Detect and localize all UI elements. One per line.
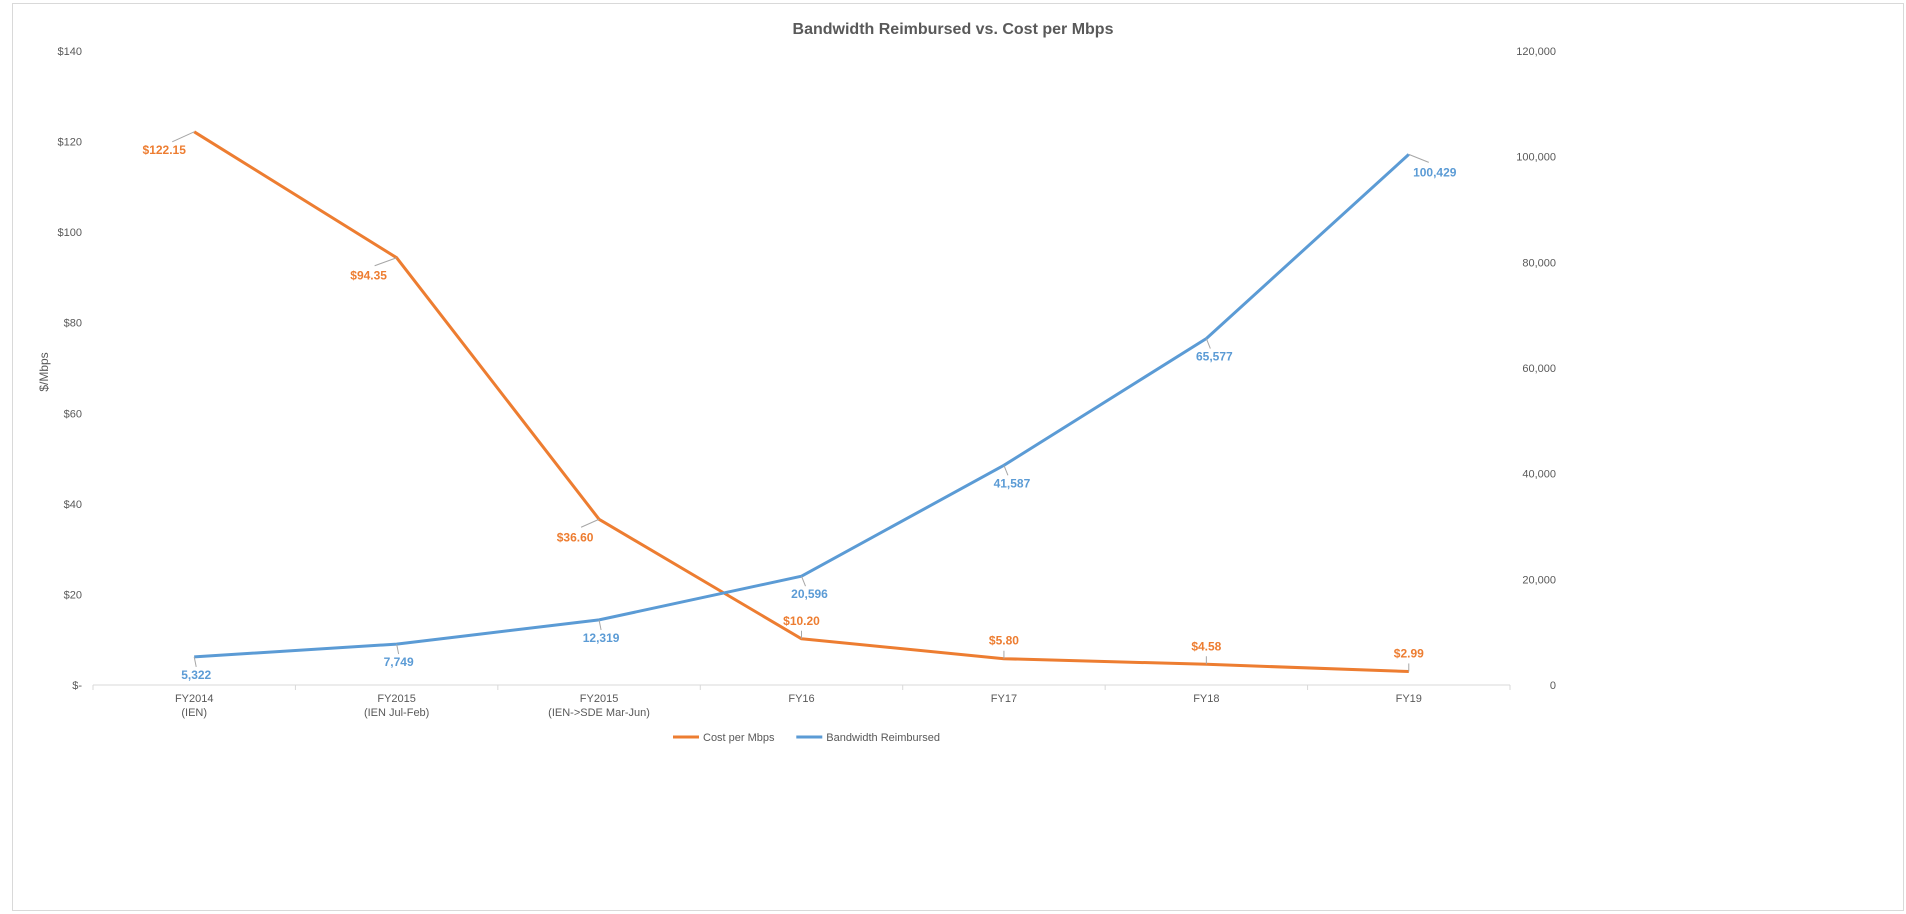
x-tick-label: (IEN) <box>181 707 207 719</box>
series-line <box>194 153 1410 659</box>
x-tick-label: FY2015 <box>377 693 416 705</box>
x-tick-label: FY19 <box>1396 693 1422 705</box>
left-tick-label: $60 <box>64 408 82 420</box>
left-axis-title: $/Mbps <box>37 352 51 391</box>
right-tick-label: 80,000 <box>1522 257 1556 269</box>
right-axis-ticks: 0 20,000 40,000 60,000 80,000 100,000 120,000 <box>1516 46 1556 692</box>
left-tick-label: $- <box>72 680 82 692</box>
legend-label: Bandwidth Reimbursed <box>826 732 940 744</box>
data-label: 5,322 <box>181 668 211 682</box>
left-tick-label: $20 <box>64 589 82 601</box>
left-tick-label: $120 <box>58 137 82 149</box>
data-label: 12,319 <box>583 631 620 645</box>
data-label: $2.99 <box>1394 646 1424 660</box>
data-label-leader <box>1408 153 1429 163</box>
chart-title: Bandwidth Reimbursed vs. Cost per Mbps <box>793 21 1114 38</box>
data-label: 65,577 <box>1196 350 1233 364</box>
data-label: $10.20 <box>783 614 820 628</box>
right-tick-label: 100,000 <box>1516 152 1556 164</box>
x-axis: FY2014 (IEN) FY2015 (IEN Jul-Feb) FY2015 (IEN… <box>92 684 1511 719</box>
left-tick-label: $140 <box>58 46 82 58</box>
data-label: $36.60 <box>557 530 594 544</box>
left-tick-label: $40 <box>64 499 82 511</box>
data-label: $4.58 <box>1191 639 1221 653</box>
x-tick-label: FY2014 <box>175 693 214 705</box>
data-label: 7,749 <box>384 655 414 669</box>
data-label-leader <box>801 575 806 587</box>
right-tick-label: 40,000 <box>1522 469 1556 481</box>
right-tick-label: 20,000 <box>1522 574 1556 586</box>
data-label-leader <box>396 643 400 655</box>
left-tick-label: $80 <box>64 318 82 330</box>
legend: Cost per Mbps Bandwidth Reimbursed <box>673 732 940 744</box>
right-tick-label: 120,000 <box>1516 46 1556 58</box>
legend-label: Cost per Mbps <box>703 732 775 744</box>
x-tick-label: (IEN Jul-Feb) <box>364 707 429 719</box>
data-label: 20,596 <box>791 587 828 601</box>
chart-frame <box>12 3 1904 911</box>
data-label-leader <box>1003 465 1009 476</box>
x-tick-label: FY16 <box>788 693 814 705</box>
data-label: 41,587 <box>994 476 1031 490</box>
data-label-leader <box>598 619 602 631</box>
data-label-leader <box>193 656 197 667</box>
data-label: $5.80 <box>989 634 1019 648</box>
data-label: 100,429 <box>1413 165 1457 179</box>
data-label-leader <box>580 518 600 528</box>
right-tick-label: 60,000 <box>1522 363 1556 375</box>
data-label-leader <box>172 131 195 143</box>
data-label: $122.15 <box>143 143 187 157</box>
left-tick-label: $100 <box>58 227 82 239</box>
data-label-leader <box>1205 338 1211 349</box>
x-tick-label: (IEN->SDE Mar-Jun) <box>548 707 650 719</box>
x-tick-label: FY2015 <box>580 693 619 705</box>
data-label-leader <box>374 257 397 267</box>
left-axis-ticks: $- $20 $40 $60 $80 $100 $120 $140 <box>58 46 83 692</box>
data-label: $94.35 <box>350 269 387 283</box>
data-labels: $122.15 $94.35 $36.60 $10.20 $5.80 $4.58 $2.99… <box>143 131 1457 682</box>
right-tick-label: 0 <box>1550 680 1556 692</box>
x-tick-label: FY17 <box>991 693 1017 705</box>
x-tick-label: FY18 <box>1193 693 1219 705</box>
